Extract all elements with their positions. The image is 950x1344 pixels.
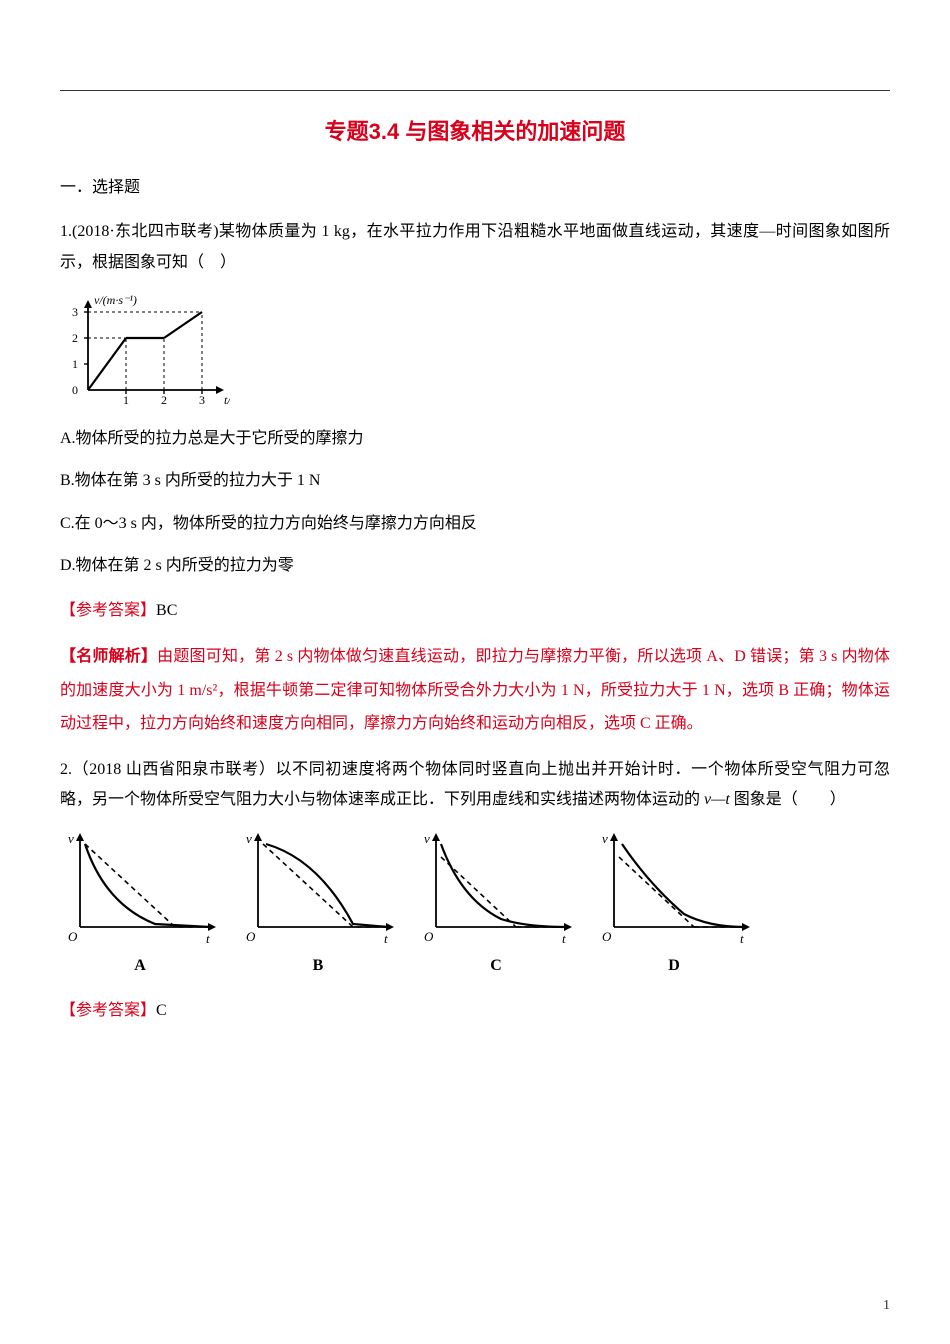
vt-chart-svg: 0 1 2 3 1 2 3 v/(m·s⁻¹) t/s (60, 292, 230, 412)
svg-text:O: O (424, 929, 434, 944)
svg-text:v/(m·s⁻¹): v/(m·s⁻¹) (94, 293, 137, 307)
vt-mini-svg: v t O (416, 829, 576, 949)
vt-mini-svg: v t O (594, 829, 754, 949)
q1-option-b: B.物体在第 3 s 内所受的拉力大于 1 N (60, 466, 890, 496)
vt-mini-svg: v t O (238, 829, 398, 949)
q2-chart-label: C (416, 951, 576, 981)
q2-answer: 【参考答案】C (60, 996, 890, 1026)
q2-chart-d: v t OD (594, 829, 754, 981)
svg-text:t/s: t/s (224, 393, 230, 407)
svg-text:O: O (68, 929, 78, 944)
q2-chart-label: D (594, 951, 754, 981)
q1-analysis: 【名师解析】由题图可知，第 2 s 内物体做匀速直线运动，即拉力与摩擦力平衡，所… (60, 640, 890, 741)
vt-mini-svg: v t O (60, 829, 220, 949)
analysis-label: 【名师解析】 (60, 648, 157, 665)
header-rule (60, 90, 890, 91)
q1-answer: 【参考答案】BC (60, 596, 890, 626)
q2-chart-row: vtOAvtOBvtOCvtOD (60, 829, 890, 981)
svg-text:t: t (384, 931, 388, 946)
svg-text:v: v (68, 831, 74, 846)
q2-stem: 2.（2018 山西省阳泉市联考）以不同初速度将两个物体同时竖直向上抛出并开始计… (60, 755, 890, 816)
q1-option-d: D.物体在第 2 s 内所受的拉力为零 (60, 551, 890, 581)
page-number: 1 (883, 1293, 890, 1320)
q2-chart-b: v t OB (238, 829, 398, 981)
q2-chart-a: v t OA (60, 829, 220, 981)
svg-text:v: v (424, 831, 430, 846)
answer-label: 【参考答案】 (60, 602, 156, 619)
svg-text:v: v (602, 831, 608, 846)
svg-text:3: 3 (199, 393, 205, 407)
svg-text:3: 3 (72, 305, 78, 319)
q1-options: A.物体所受的拉力总是大于它所受的摩擦力 B.物体在第 3 s 内所受的拉力大于… (60, 424, 890, 582)
q2-chart-label: A (60, 951, 220, 981)
svg-text:t: t (740, 931, 744, 946)
q1-option-c: C.在 0～3 s 内，物体所受的拉力方向始终与摩擦力方向相反 (60, 509, 890, 539)
svg-text:1: 1 (123, 393, 129, 407)
q1-chart: 0 1 2 3 1 2 3 v/(m·s⁻¹) t/s (60, 292, 890, 412)
svg-text:O: O (246, 929, 256, 944)
svg-text:1: 1 (72, 357, 78, 371)
q2-chart-c: v t OC (416, 829, 576, 981)
svg-text:0: 0 (72, 383, 78, 397)
section-heading: 一．选择题 (60, 173, 890, 203)
svg-text:2: 2 (161, 393, 167, 407)
q2-stem-c: 图象是（ ） (730, 791, 846, 808)
answer-value: BC (156, 602, 177, 619)
doc-title: 专题3.4 与图象相关的加速问题 (60, 111, 890, 153)
answer-label: 【参考答案】 (60, 1002, 156, 1019)
svg-text:O: O (602, 929, 612, 944)
q1-option-a: A.物体所受的拉力总是大于它所受的摩擦力 (60, 424, 890, 454)
analysis-text: 由题图可知，第 2 s 内物体做匀速直线运动，即拉力与摩擦力平衡，所以选项 A、… (60, 648, 890, 732)
svg-text:t: t (206, 931, 210, 946)
svg-text:t: t (562, 931, 566, 946)
q1-stem: 1.(2018·东北四市联考)某物体质量为 1 kg，在水平拉力作用下沿粗糙水平… (60, 217, 890, 278)
svg-text:v: v (246, 831, 252, 846)
answer-value: C (156, 1002, 167, 1019)
page: 专题3.4 与图象相关的加速问题 一．选择题 1.(2018·东北四市联考)某物… (0, 0, 950, 1344)
svg-text:2: 2 (72, 331, 78, 345)
q2-stem-b: v—t (704, 791, 730, 808)
q2-chart-label: B (238, 951, 398, 981)
